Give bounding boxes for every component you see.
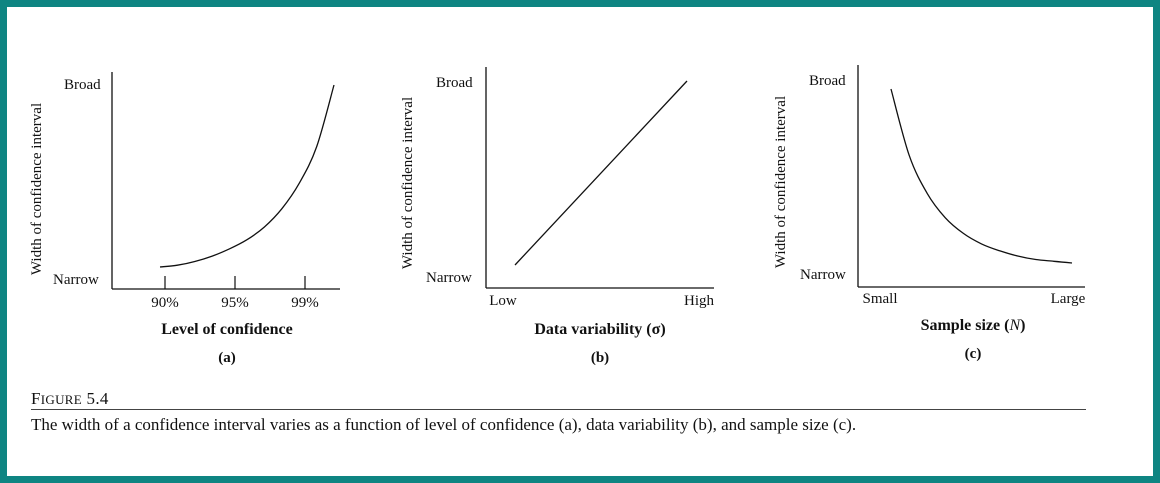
- panel-b-y-tick-narrow: Narrow: [426, 270, 472, 286]
- panel-a-y-tick-broad: Broad: [64, 77, 101, 93]
- panel-b: Width of confidence interval Broad Narro…: [400, 67, 715, 366]
- panel-a-y-label: Width of confidence interval: [29, 103, 45, 275]
- figure-label-rest: IGURE: [40, 392, 82, 407]
- panel-c-curve: [890, 88, 1073, 264]
- panel-a-x-tick-99: 99%: [291, 295, 319, 311]
- figure-label: FIGURE 5.4: [31, 389, 109, 409]
- panel-c-x-label: Sample size (N): [921, 317, 1026, 334]
- figure-svg: Width of confidence interval Broad Narro…: [29, 65, 1086, 366]
- figure-frame: Width of confidence interval Broad Narro…: [7, 7, 1153, 476]
- panel-b-y-tick-broad: Broad: [436, 75, 473, 91]
- panel-c-y-tick-broad: Broad: [809, 73, 846, 89]
- panel-b-x-label: Data variability (σ): [534, 321, 665, 338]
- panel-a-x-label: Level of confidence: [161, 321, 293, 338]
- panel-b-panel-label: (b): [591, 350, 609, 366]
- panel-c-x-label-var: N: [1008, 317, 1021, 334]
- caption-divider: [31, 409, 1086, 410]
- panel-c-x-label-end: ): [1020, 317, 1025, 334]
- panel-c-panel-label: (c): [965, 346, 982, 362]
- panel-a-panel-label: (a): [218, 350, 236, 366]
- panel-c-x-label-main: Sample size (: [921, 317, 1010, 334]
- figure-label-first: F: [31, 389, 41, 408]
- panel-a-y-tick-narrow: Narrow: [53, 272, 99, 288]
- panel-a-curve: [159, 84, 335, 268]
- panel-a: Width of confidence interval Broad Narro…: [29, 72, 340, 366]
- panel-c: Width of confidence interval Broad Narro…: [773, 65, 1086, 362]
- panel-b-line: [514, 80, 688, 266]
- panel-a-x-tick-95: 95%: [221, 295, 249, 311]
- panel-b-x-tick-low: Low: [489, 293, 517, 309]
- panel-c-x-tick-large: Large: [1051, 291, 1086, 307]
- panel-b-y-label: Width of confidence interval: [400, 97, 416, 269]
- panel-a-x-tick-90: 90%: [151, 295, 179, 311]
- figure-caption: The width of a confidence interval varie…: [31, 415, 857, 434]
- panel-c-y-label: Width of confidence interval: [773, 96, 789, 268]
- panel-c-y-tick-narrow: Narrow: [800, 267, 846, 283]
- panel-b-x-tick-high: High: [684, 293, 715, 309]
- panel-c-x-tick-small: Small: [862, 291, 897, 307]
- figure-label-number: 5.4: [86, 389, 109, 408]
